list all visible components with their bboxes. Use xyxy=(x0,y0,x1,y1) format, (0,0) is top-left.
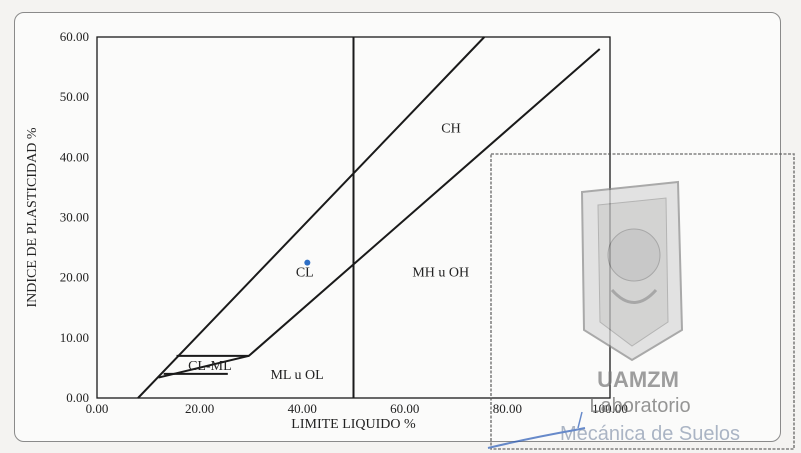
x-axis-title: LIMITE LIQUIDO % xyxy=(291,417,416,432)
x-tick-label: 40.00 xyxy=(288,401,317,416)
line-a-line xyxy=(158,48,601,379)
chart-lines xyxy=(137,36,601,399)
stamp-line1: UAMZM xyxy=(597,367,679,392)
zone-label: CL xyxy=(296,266,314,281)
y-tick-label: 20.00 xyxy=(60,270,89,285)
stamp-line3: Mecánica de Suelos xyxy=(560,423,740,445)
x-tick-label: 0.00 xyxy=(86,401,109,416)
x-tick-label: 80.00 xyxy=(493,401,522,416)
signature-stroke xyxy=(487,427,586,449)
zone-labels: CH CL MH u OH CL-ML ML u OL xyxy=(188,121,469,383)
laboratory-stamp: UAMZM Laboratorio Mecánica de Suelos xyxy=(487,153,795,450)
y-tick-label: 60.00 xyxy=(60,29,89,44)
y-tick-label: 40.00 xyxy=(60,149,89,164)
y-axis-title: INDICE DE PLASTICIDAD % xyxy=(25,127,40,307)
line-u-line xyxy=(137,36,486,399)
zone-label: ML u OL xyxy=(270,368,323,383)
y-tick-label: 30.00 xyxy=(60,210,89,225)
stamp-line2: Laboratorio xyxy=(589,395,690,417)
data-points xyxy=(304,259,311,266)
y-tick-label: 50.00 xyxy=(60,89,89,104)
signature-mark xyxy=(577,411,583,429)
axes: 0.00 20.00 40.00 60.00 80.00 100.00 0.00 10.00 2… xyxy=(25,29,628,432)
zone-label: MH u OH xyxy=(412,266,469,281)
stamp-border xyxy=(490,153,795,450)
y-tick-label: 10.00 xyxy=(60,330,89,345)
x-tick-label: 20.00 xyxy=(185,401,214,416)
zone-label: CH xyxy=(441,121,460,136)
y-tick-label: 0.00 xyxy=(66,390,89,405)
university-seal-icon xyxy=(580,180,684,362)
x-tick-label: 60.00 xyxy=(390,401,419,416)
zone-label: CL-ML xyxy=(188,359,232,374)
data-point xyxy=(304,259,311,266)
x-tick-label: 100.00 xyxy=(592,401,628,416)
